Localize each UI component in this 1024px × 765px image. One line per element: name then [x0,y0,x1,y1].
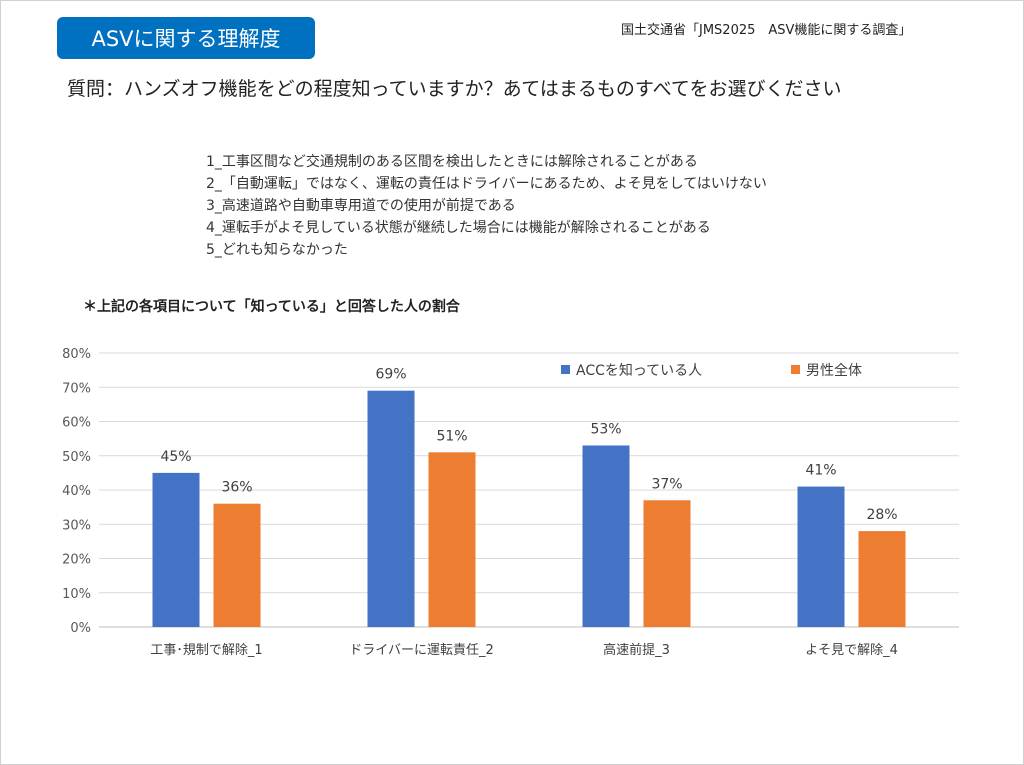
legend-swatch [791,365,800,374]
data-label: 37% [651,476,682,492]
bar [643,500,691,627]
bar [428,452,476,627]
data-label: 51% [436,428,467,444]
y-tick-label: 50% [62,450,91,465]
legend-label: ACCを知っている人 [576,362,702,379]
x-tick-label: よそ見で解除_4 [805,643,898,658]
y-tick-label: 70% [62,381,91,396]
bar [858,531,906,627]
options-list: 1_工事区間など交通規制のある区間を検出したときには解除されることがある 2_「… [206,151,767,261]
data-label: 36% [221,480,252,496]
bar [797,486,845,627]
data-label: 28% [866,507,897,523]
option-item: 4_運転手がよそ見している状態が継続した場合には機能が解除されることがある [206,220,711,236]
bar [152,472,200,627]
section-badge: ASVに関する理解度 [57,17,315,59]
data-label: 53% [590,421,621,437]
data-label: 45% [160,449,191,465]
y-tick-label: 10% [62,587,91,602]
legend-swatch [561,365,570,374]
chart-note: ＊上記の各項目について「知っている」と回答した人の割合 [83,299,460,315]
y-tick-label: 20% [62,553,91,568]
legend-label: 男性全体 [806,362,862,379]
option-item: 3_高速道路や自動車専用道での使用が前提である [206,198,516,214]
bar [582,445,630,627]
data-label: 69% [375,367,406,383]
bar [213,503,261,627]
x-tick-label: ドライバーに運転責任_2 [349,643,494,658]
x-tick-label: 高速前提_3 [603,642,670,658]
y-tick-label: 30% [62,518,91,533]
bar-chart: 0% 10% 20% 30% 40% 50% 60% 70% 80% 工事･規制で解除_1 45% 3… [62,347,959,658]
y-tick-label: 40% [62,484,91,499]
option-item: 2_「自動運転」ではなく、運転の責任はドライバーにあるため、よそ見をしてはいけな… [206,176,767,192]
y-tick-label: 60% [62,416,91,431]
data-label: 41% [805,463,836,479]
x-tick-label: 工事･規制で解除_1 [150,643,262,658]
y-tick-label: 0% [70,621,91,636]
source-label: 国土交通省「JMS2025 ASV機能に関する調査」 [621,23,912,38]
bar [367,390,415,627]
option-item: 5_どれも知らなかった [206,242,348,258]
y-tick-label: 80% [62,347,91,362]
option-item: 1_工事区間など交通規制のある区間を検出したときには解除されることがある [206,154,698,170]
question-text: 質問：ハンズオフ機能をどの程度知っていますか？あてはまるものすべてをお選びくださ… [67,78,842,100]
